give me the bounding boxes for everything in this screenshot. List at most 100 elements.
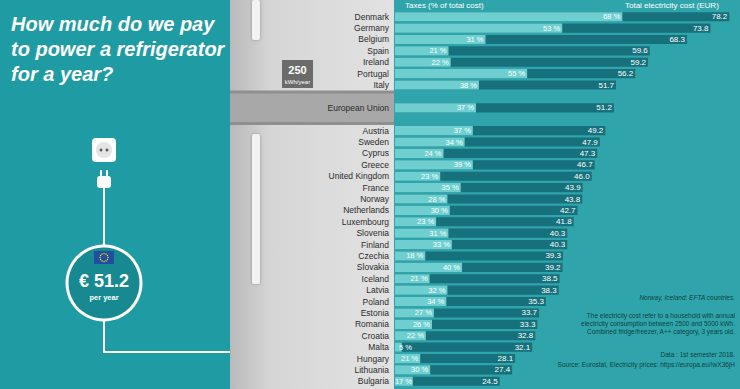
svg-text:53 %: 53 % (543, 24, 560, 33)
svg-text:43.9: 43.9 (565, 183, 581, 192)
svg-text:23 %: 23 % (421, 172, 438, 181)
svg-text:41.8: 41.8 (556, 217, 572, 226)
svg-text:33.7: 33.7 (521, 308, 537, 317)
svg-text:Spain: Spain (367, 46, 389, 56)
svg-text:51.7: 51.7 (598, 81, 614, 90)
svg-text:Iceland: Iceland (362, 274, 390, 284)
svg-text:32.1: 32.1 (515, 343, 531, 352)
svg-text:30 %: 30 % (411, 365, 428, 374)
svg-text:34 %: 34 % (446, 138, 463, 147)
svg-text:Combined fridge/freezer, A++ c: Combined fridge/freezer, A++ category, 3… (587, 328, 735, 336)
svg-text:40.3: 40.3 (550, 240, 566, 249)
svg-text:24 %: 24 % (424, 149, 441, 158)
svg-text:electricity consumption betwee: electricity consumption between 2500 and… (581, 320, 735, 328)
svg-text:Source: Eurostat, Electricity: Source: Eurostat, Electricity prices: ht… (558, 361, 736, 369)
svg-text:32.8: 32.8 (518, 331, 534, 340)
svg-text:Lithuania: Lithuania (354, 365, 389, 375)
svg-text:per year: per year (89, 293, 118, 302)
svg-text:59.2: 59.2 (631, 58, 647, 67)
svg-text:France: France (363, 183, 390, 193)
svg-text:39 %: 39 % (454, 160, 471, 169)
svg-text:Romania: Romania (355, 319, 389, 329)
svg-text:21 %: 21 % (401, 354, 418, 363)
svg-text:European Union: European Union (328, 103, 390, 113)
svg-text:Slovenia: Slovenia (356, 228, 389, 238)
svg-text:to power a refrigerator: to power a refrigerator (11, 38, 226, 60)
svg-text:73.8: 73.8 (693, 24, 709, 33)
svg-text:Hungary: Hungary (357, 354, 390, 364)
svg-text:38 %: 38 % (460, 81, 477, 90)
svg-text:37 %: 37 % (457, 103, 474, 112)
svg-text:Austria: Austria (363, 126, 390, 136)
svg-text:21 %: 21 % (429, 46, 446, 55)
svg-text:47.3: 47.3 (580, 149, 596, 158)
svg-text:49.2: 49.2 (588, 126, 604, 135)
svg-text:31 %: 31 % (429, 229, 446, 238)
svg-text:Belgium: Belgium (358, 34, 389, 44)
svg-text:33.3: 33.3 (520, 320, 536, 329)
svg-text:59.6: 59.6 (632, 46, 648, 55)
svg-text:51.2: 51.2 (596, 103, 612, 112)
svg-text:Luxembourg: Luxembourg (342, 217, 390, 227)
svg-text:Cyprus: Cyprus (362, 148, 389, 158)
svg-text:46.0: 46.0 (574, 172, 590, 181)
svg-text:22 %: 22 % (407, 331, 424, 340)
svg-text:42.7: 42.7 (560, 206, 576, 215)
svg-text:5 %: 5 % (399, 343, 412, 352)
svg-text:24.5: 24.5 (482, 377, 498, 386)
svg-text:78.2: 78.2 (712, 12, 728, 21)
svg-text:United Kingdom: United Kingdom (329, 171, 389, 181)
svg-text:for a year?: for a year? (11, 63, 113, 85)
svg-text:Estonia: Estonia (361, 308, 390, 318)
svg-text:Finland: Finland (361, 240, 389, 250)
svg-text:Taxes (% of total cost): Taxes (% of total cost) (405, 1, 484, 10)
svg-text:18 %: 18 % (406, 251, 423, 260)
svg-text:Malta: Malta (368, 342, 389, 352)
svg-text:56.2: 56.2 (618, 69, 634, 78)
svg-text:Netherlands: Netherlands (343, 205, 389, 215)
svg-text:How much do we pay: How much do we pay (11, 13, 215, 35)
svg-text:Germany: Germany (354, 23, 390, 33)
svg-text:40 %: 40 % (443, 263, 460, 272)
svg-text:Norway: Norway (360, 194, 390, 204)
svg-text:Sweden: Sweden (358, 137, 389, 147)
svg-text:46.7: 46.7 (577, 160, 593, 169)
svg-text:Latvia: Latvia (366, 285, 389, 295)
svg-text:27 %: 27 % (415, 308, 432, 317)
svg-text:34 %: 34 % (427, 297, 444, 306)
svg-text:Portugal: Portugal (357, 69, 389, 79)
svg-text:47.9: 47.9 (582, 138, 598, 147)
svg-text:39.3: 39.3 (545, 251, 561, 260)
svg-text:32 %: 32 % (428, 286, 445, 295)
svg-text:38.3: 38.3 (541, 286, 557, 295)
svg-text:40.3: 40.3 (550, 229, 566, 238)
svg-text:Croatia: Croatia (362, 331, 390, 341)
svg-text:22 %: 22 % (432, 58, 449, 67)
svg-text:68 %: 68 % (603, 12, 620, 21)
svg-text:35.3: 35.3 (528, 297, 544, 306)
svg-text:37 %: 37 % (454, 126, 471, 135)
svg-text:27.4: 27.4 (495, 365, 511, 374)
svg-text:Slovakia: Slovakia (357, 262, 389, 272)
svg-text:The electricity cost refer to: The electricity cost refer to a househol… (587, 312, 736, 320)
svg-text:35 %: 35 % (442, 183, 459, 192)
svg-text:68.3: 68.3 (669, 35, 685, 44)
svg-text:30 %: 30 % (431, 206, 448, 215)
svg-text:Italy: Italy (373, 80, 389, 90)
svg-text:Bulgaria: Bulgaria (358, 376, 389, 386)
svg-text:23 %: 23 % (417, 217, 434, 226)
svg-text:Norway, Iceland: EFTA countrie: Norway, Iceland: EFTA countries. (639, 294, 735, 302)
svg-text:Greece: Greece (361, 160, 389, 170)
svg-text:Poland: Poland (363, 297, 390, 307)
svg-text:Data : 1st semester 2018.: Data : 1st semester 2018. (661, 351, 736, 358)
svg-text:Denmark: Denmark (355, 12, 390, 22)
svg-text:55 %: 55 % (508, 69, 525, 78)
svg-text:€ 51.2: € 51.2 (79, 271, 129, 291)
svg-text:21 %: 21 % (410, 274, 427, 283)
svg-text:38.5: 38.5 (542, 274, 558, 283)
svg-text:28 %: 28 % (428, 195, 445, 204)
svg-text:33 %: 33 % (433, 240, 450, 249)
svg-text:17 %: 17 % (395, 377, 412, 386)
svg-text:Czechia: Czechia (358, 251, 389, 261)
svg-text:kWh/year: kWh/year (285, 79, 310, 85)
